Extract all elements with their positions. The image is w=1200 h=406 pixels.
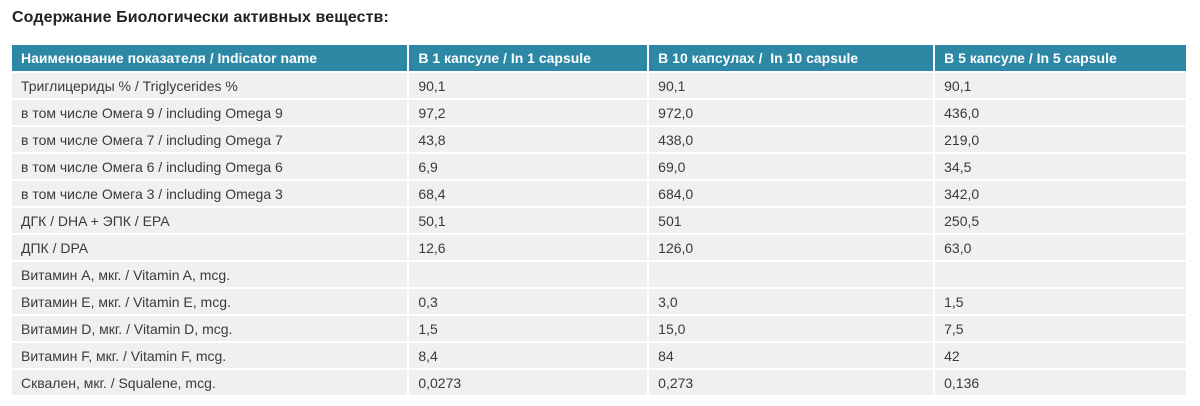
value-cell-5-capsules: 34,5 (935, 154, 1186, 179)
value-cell-1-capsule: 0,3 (409, 289, 648, 314)
value-cell-1-capsule: 97,2 (409, 100, 648, 125)
value-cell-10-capsules (649, 262, 934, 287)
value-cell-1-capsule: 1,5 (409, 316, 648, 341)
value-cell-1-capsule: 0,0273 (409, 370, 648, 395)
value-cell-1-capsule: 50,1 (409, 208, 648, 233)
table-row: в том числе Омега 6 / including Omega 6 … (12, 154, 1186, 179)
table-row: Витамин E, мкг. / Vitamin E, mcg. 0,3 3,… (12, 289, 1186, 314)
value-cell-5-capsules: 342,0 (935, 181, 1186, 206)
value-cell-5-capsules: 63,0 (935, 235, 1186, 260)
value-cell-10-capsules: 84 (649, 343, 934, 368)
value-cell-1-capsule: 68,4 (409, 181, 648, 206)
row-name-cell: Витамин D, мкг. / Vitamin D, mcg. (12, 316, 408, 341)
value-cell-5-capsules: 7,5 (935, 316, 1186, 341)
table-row: Сквален, мкг. / Squalene, mcg. 0,0273 0,… (12, 370, 1186, 395)
column-header-indicator-name: Наименование показателя / Indicator name (12, 45, 408, 71)
row-name-cell: ДГК / DHA + ЭПК / EPA (12, 208, 408, 233)
value-cell-1-capsule: 6,9 (409, 154, 648, 179)
value-cell-10-capsules: 684,0 (649, 181, 934, 206)
row-name-cell: Витамин A, мкг. / Vitamin A, mcg. (12, 262, 408, 287)
value-cell-5-capsules: 250,5 (935, 208, 1186, 233)
table-row: в том числе Омега 3 / including Omega 3 … (12, 181, 1186, 206)
value-cell-10-capsules: 15,0 (649, 316, 934, 341)
value-cell-5-capsules: 0,136 (935, 370, 1186, 395)
value-cell-10-capsules: 90,1 (649, 73, 934, 98)
value-cell-5-capsules: 436,0 (935, 100, 1186, 125)
page-title: Содержание Биологически активных веществ… (12, 9, 389, 26)
value-cell-1-capsule: 12,6 (409, 235, 648, 260)
row-name-cell: Витамин F, мкг. / Vitamin F, mcg. (12, 343, 408, 368)
value-cell-1-capsule: 43,8 (409, 127, 648, 152)
value-cell-10-capsules: 438,0 (649, 127, 934, 152)
value-cell-5-capsules: 1,5 (935, 289, 1186, 314)
column-header-5-capsules: В 5 капсуле / In 5 capsule (935, 45, 1186, 71)
value-cell-10-capsules: 501 (649, 208, 934, 233)
column-header-10-capsules: В 10 капсулах / In 10 capsule (649, 45, 934, 71)
value-cell-1-capsule: 8,4 (409, 343, 648, 368)
table-row: Витамин D, мкг. / Vitamin D, mcg. 1,5 15… (12, 316, 1186, 341)
row-name-cell: в том числе Омега 6 / including Omega 6 (12, 154, 408, 179)
value-cell-10-capsules: 972,0 (649, 100, 934, 125)
value-cell-10-capsules: 126,0 (649, 235, 934, 260)
value-cell-5-capsules: 42 (935, 343, 1186, 368)
table-row: в том числе Омега 9 / including Omega 9 … (12, 100, 1186, 125)
column-header-1-capsule: В 1 капсуле / In 1 capsule (409, 45, 648, 71)
row-name-cell: Сквален, мкг. / Squalene, mcg. (12, 370, 408, 395)
table-row: ДГК / DHA + ЭПК / EPA 50,1 501 250,5 (12, 208, 1186, 233)
value-cell-5-capsules: 90,1 (935, 73, 1186, 98)
value-cell-1-capsule: 90,1 (409, 73, 648, 98)
row-name-cell: в том числе Омега 7 / including Omega 7 (12, 127, 408, 152)
value-cell-10-capsules: 3,0 (649, 289, 934, 314)
value-cell-1-capsule (409, 262, 648, 287)
table-header-row: Наименование показателя / Indicator name… (12, 45, 1186, 71)
row-name-cell: Витамин E, мкг. / Vitamin E, mcg. (12, 289, 408, 314)
value-cell-5-capsules (935, 262, 1186, 287)
row-name-cell: ДПК / DPA (12, 235, 408, 260)
table-row: в том числе Омега 7 / including Omega 7 … (12, 127, 1186, 152)
row-name-cell: Триглицериды % / Triglycerides % (12, 73, 408, 98)
table-row: Триглицериды % / Triglycerides % 90,1 90… (12, 73, 1186, 98)
bio-substances-table: Наименование показателя / Indicator name… (10, 43, 1188, 397)
row-name-cell: в том числе Омега 9 / including Omega 9 (12, 100, 408, 125)
table-row: Витамин A, мкг. / Vitamin A, mcg. (12, 262, 1186, 287)
value-cell-10-capsules: 69,0 (649, 154, 934, 179)
value-cell-10-capsules: 0,273 (649, 370, 934, 395)
table-row: ДПК / DPA 12,6 126,0 63,0 (12, 235, 1186, 260)
row-name-cell: в том числе Омега 3 / including Omega 3 (12, 181, 408, 206)
value-cell-5-capsules: 219,0 (935, 127, 1186, 152)
table-row: Витамин F, мкг. / Vitamin F, mcg. 8,4 84… (12, 343, 1186, 368)
